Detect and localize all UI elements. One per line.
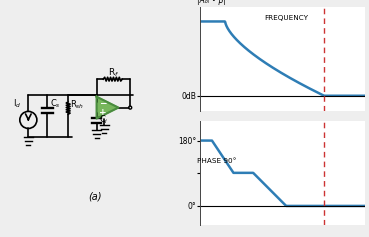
Text: +: +: [99, 108, 107, 117]
Text: R$_{sh}$: R$_{sh}$: [70, 99, 85, 111]
Text: |Aₒₗ • β|: |Aₒₗ • β|: [197, 0, 226, 5]
Text: FREQUENCY: FREQUENCY: [264, 15, 308, 21]
Text: (a): (a): [88, 191, 101, 201]
Text: −: −: [99, 99, 107, 108]
Text: R$_f$: R$_f$: [108, 67, 119, 79]
Text: PHASE 90°: PHASE 90°: [197, 158, 237, 164]
Text: C$_i$: C$_i$: [100, 114, 109, 126]
Text: I$_d$: I$_d$: [13, 98, 21, 110]
Polygon shape: [97, 97, 118, 118]
Text: C$_s$: C$_s$: [49, 98, 61, 110]
